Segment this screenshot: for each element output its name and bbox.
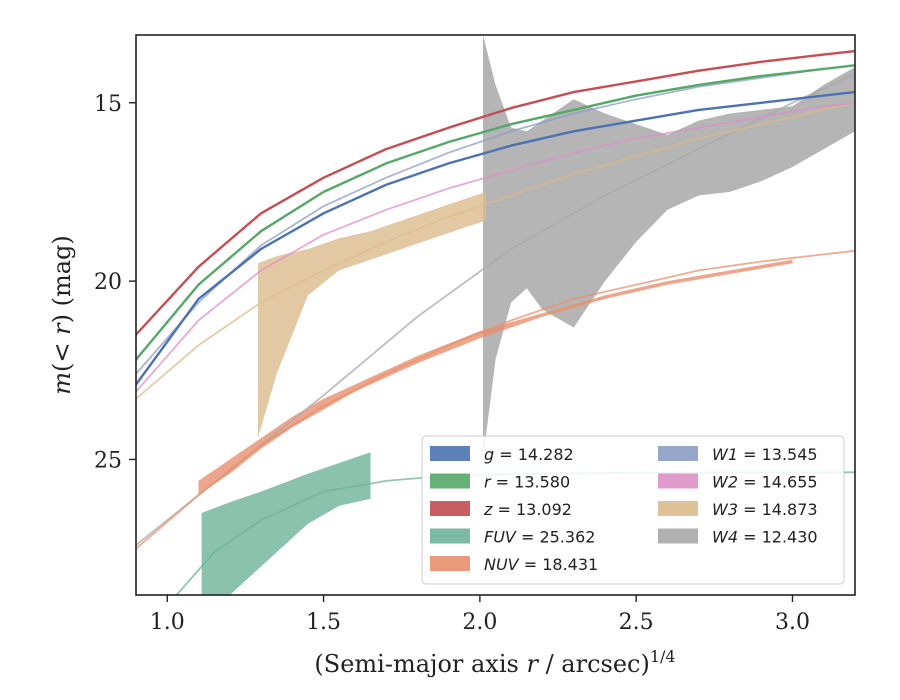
x-tick-label: 2.5 bbox=[619, 610, 654, 635]
curve-z bbox=[136, 49, 855, 336]
x-tick-label: 3.0 bbox=[775, 610, 810, 635]
legend-swatch-w4 bbox=[658, 528, 698, 544]
legend-swatch-nuv bbox=[430, 556, 470, 571]
band-w4 bbox=[483, 35, 855, 595]
plot-frame bbox=[135, 34, 856, 596]
x-axis-ticks: 1.0 1.5 2.0 2.5 3.0 bbox=[150, 595, 810, 635]
legend: g = 14.282 r = 13.580 z = 13.092 FUV = 25.3… bbox=[421, 435, 845, 585]
x-tick-label: 2.0 bbox=[462, 610, 497, 635]
y-tick-label: 20 bbox=[94, 270, 122, 295]
y-tick-label: 25 bbox=[94, 448, 122, 473]
legend-label-fuv: FUV = 25.362 bbox=[484, 528, 595, 547]
legend-swatch-fuv bbox=[430, 528, 470, 544]
legend-label-w4: W4 = 12.430 bbox=[712, 528, 818, 547]
curve-w1 bbox=[136, 64, 855, 375]
y-tick-label: 15 bbox=[94, 92, 122, 117]
curve-g bbox=[136, 90, 855, 386]
legend-swatch-w2 bbox=[658, 473, 698, 489]
curve-r bbox=[136, 64, 855, 361]
legend-label-w3: W3 = 14.873 bbox=[712, 500, 818, 519]
legend-label-g: g = 14.282 bbox=[484, 445, 574, 464]
y-axis-title: m(< r) (mag) bbox=[48, 235, 76, 395]
y-axis-ticks: 15 20 25 bbox=[94, 92, 136, 473]
uncertainty-bands bbox=[198, 35, 855, 595]
legend-label-z: z = 13.092 bbox=[483, 500, 572, 519]
curve-w2 bbox=[136, 101, 855, 393]
legend-box bbox=[421, 435, 845, 585]
x-tick-label: 1.0 bbox=[150, 610, 185, 635]
curve-w3 bbox=[136, 101, 855, 400]
x-axis-title: (Semi-major axis r / arcsec)1/4 bbox=[314, 647, 675, 678]
legend-label-w1: W1 = 13.545 bbox=[712, 445, 818, 464]
x-tick-label: 1.5 bbox=[306, 610, 341, 635]
legend-label-w2: W2 = 14.655 bbox=[712, 473, 818, 492]
curve-nuv bbox=[136, 249, 855, 550]
legend-swatch-g bbox=[430, 446, 470, 461]
band-fuv bbox=[201, 452, 371, 595]
legend-label-nuv: NUV = 18.431 bbox=[484, 555, 598, 574]
legend-swatch-z bbox=[430, 501, 470, 516]
legend-swatch-w1 bbox=[658, 446, 698, 461]
legend-swatch-r bbox=[430, 473, 470, 489]
band-w3 bbox=[257, 191, 487, 439]
legend-label-r: r = 13.580 bbox=[484, 473, 570, 492]
legend-swatch-w3 bbox=[658, 501, 698, 516]
